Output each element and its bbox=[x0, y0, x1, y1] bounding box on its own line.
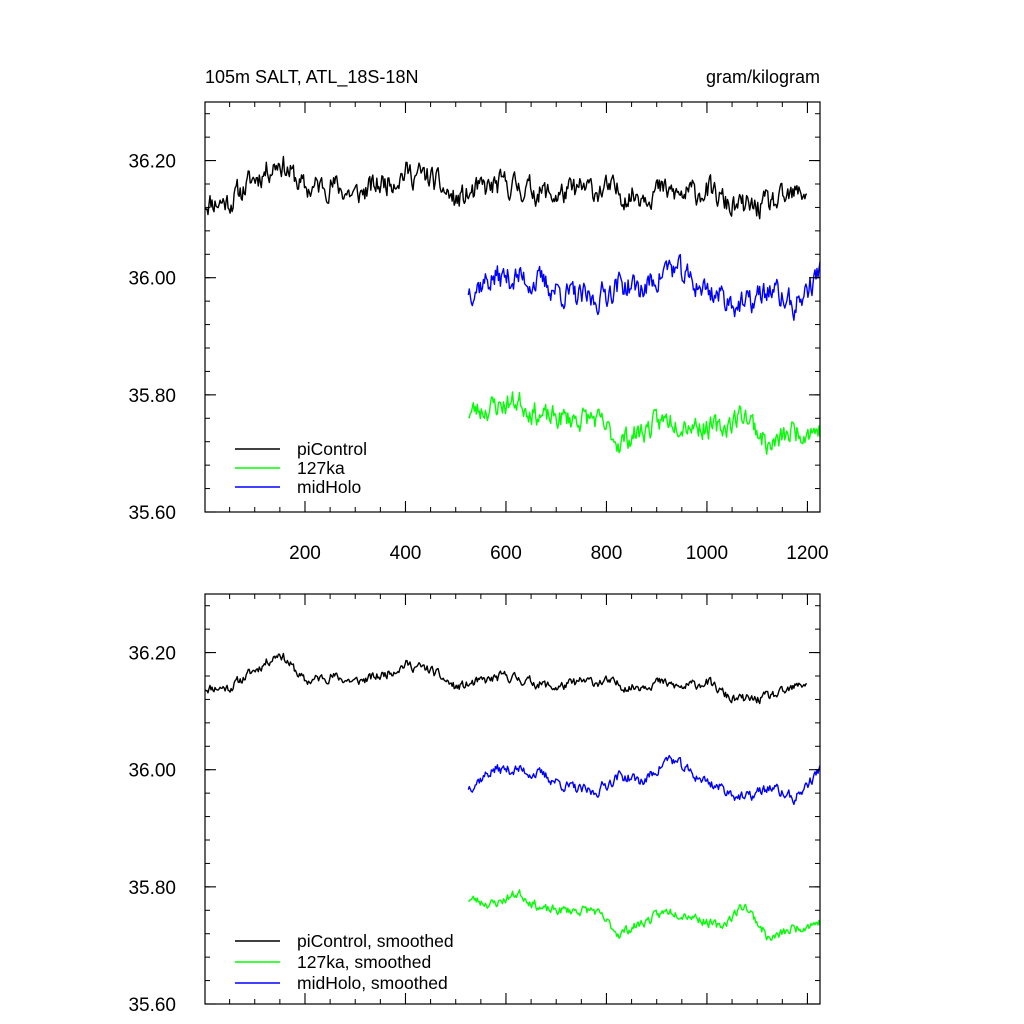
x-tick-label: 800 bbox=[591, 543, 623, 564]
legend-label: 127ka, smoothed bbox=[297, 952, 431, 972]
bottom-series-line-0 bbox=[204, 652, 808, 705]
y-tick-label: 36.00 bbox=[128, 761, 176, 782]
top-series-line-2 bbox=[467, 253, 821, 321]
legend-label: midHolo, smoothed bbox=[297, 973, 448, 993]
bottom-plot-frame bbox=[204, 593, 821, 1005]
y-tick-label: 35.60 bbox=[128, 503, 176, 524]
legend-label: 127ka bbox=[297, 458, 345, 478]
x-tick-label: 1000 bbox=[686, 543, 728, 564]
legend-label: midHolo bbox=[297, 477, 361, 497]
y-tick-label: 35.80 bbox=[128, 878, 176, 899]
top-panel-title: 105m SALT, ATL_18S-18N bbox=[205, 67, 418, 88]
top-plot-frame bbox=[204, 101, 821, 513]
top-series-layer bbox=[204, 155, 821, 455]
y-tick-label: 36.20 bbox=[128, 152, 176, 173]
y-tick-label: 35.80 bbox=[128, 386, 176, 407]
top-series-line-1 bbox=[468, 391, 821, 455]
y-tick-label: 36.00 bbox=[128, 269, 176, 290]
bottom-series-layer bbox=[204, 652, 821, 941]
bottom-series-line-1 bbox=[468, 889, 821, 941]
legend-label: piControl, smoothed bbox=[297, 931, 454, 951]
x-tick-label: 400 bbox=[390, 543, 422, 564]
top-series-line-0 bbox=[204, 155, 808, 220]
top-panel: 105m SALT, ATL_18S-18N gram/kilogram 35.… bbox=[128, 67, 828, 564]
x-tick-label: 200 bbox=[289, 543, 321, 564]
bottom-axis-ticks: 35.60 35.80 36.00 36.20 bbox=[128, 594, 820, 1016]
top-panel-units: gram/kilogram bbox=[706, 67, 820, 87]
top-axis-ticks: 35.60 35.80 36.00 36.20 200 400 600 800 1000 1200 bbox=[128, 102, 829, 564]
bottom-panel: 35.60 35.80 36.00 36.20 piControl, smoothed… bbox=[128, 593, 821, 1016]
legend-label: piControl bbox=[297, 439, 367, 459]
x-tick-label: 600 bbox=[490, 543, 522, 564]
y-tick-label: 36.20 bbox=[128, 644, 176, 665]
y-tick-label: 35.60 bbox=[128, 995, 176, 1016]
x-tick-label: 1200 bbox=[786, 543, 828, 564]
bottom-series-line-2 bbox=[467, 754, 821, 806]
